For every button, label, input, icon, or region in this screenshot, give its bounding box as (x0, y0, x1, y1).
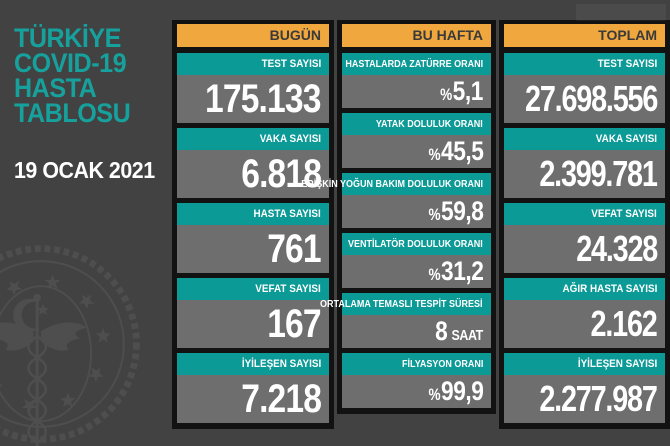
sidebar: TÜRKİYE COVID-19 HASTA TABLOSU 19 OCAK 2… (0, 0, 172, 446)
stat-label: VENTİLATÖR DOLULUK ORANI (342, 233, 491, 255)
stat-value: % 59,8 (342, 195, 491, 228)
stat-row: İYİLEŞEN SAYISI 7.218 (177, 353, 329, 423)
value-number: 5,1 (452, 76, 484, 106)
page-title: TÜRKİYE COVID-19 HASTA TABLOSU (14, 23, 131, 128)
value-number: 2.399.781 (539, 153, 659, 194)
stat-label: VAKA SAYISI (504, 128, 665, 150)
stat-value: 2.277.987 (504, 375, 665, 423)
column-rows: TEST SAYISI 175.133 VAKA SAYISI 6.818 HA… (177, 53, 329, 423)
column-header: TOPLAM (504, 24, 665, 47)
stat-value: 2.399.781 (504, 150, 665, 198)
stat-label: HASTA SAYISI (177, 203, 329, 225)
column-rows: TEST SAYISI 27.698.556 VAKA SAYISI 2.399… (504, 53, 665, 423)
stat-value: 8 SAAT (342, 315, 491, 348)
value-number: 8 (435, 316, 448, 346)
stat-label: HASTALARDA ZATÜRRE ORANI (342, 53, 491, 75)
stat-row: VEFAT SAYISI 24.328 (504, 203, 665, 273)
stat-value: 175.133 (177, 75, 329, 123)
stat-value: 7.218 (177, 375, 329, 423)
stat-value: 24.328 (504, 225, 665, 273)
watermark (576, 4, 666, 21)
stat-value: % 45,5 (342, 135, 491, 168)
value-prefix: % (428, 146, 440, 164)
value-number: 99,9 (440, 376, 484, 406)
stat-value: 2.162 (504, 300, 665, 348)
value-number: 6.818 (241, 151, 322, 196)
ministry-of-health-emblem-icon (0, 245, 140, 446)
stat-row: VENTİLATÖR DOLULUK ORANI % 31,2 (342, 233, 491, 288)
stat-label: ORTALAMA TEMASLI TESPİT SÜRESİ (320, 293, 491, 315)
stat-label: FİLYASYON ORANI (342, 353, 491, 375)
stat-label: VAKA SAYISI (177, 128, 329, 150)
value-number: 27.698.556 (524, 78, 658, 119)
stats-column: BUGÜN TEST SAYISI 175.133 VAKA SAYISI 6.… (172, 20, 334, 429)
stat-row: ERİŞKİN YOĞUN BAKIM DOLULUK ORANI % 59,8 (301, 173, 491, 228)
value-number: 24.328 (576, 228, 658, 269)
stat-value: % 5,1 (342, 75, 491, 108)
stat-label: TEST SAYISI (177, 53, 329, 75)
stat-value: % 99,9 (342, 375, 491, 408)
value-number: 2.162 (590, 303, 658, 344)
stat-label: İYİLEŞEN SAYISI (177, 353, 329, 375)
stat-label: VEFAT SAYISI (177, 278, 329, 300)
column-rows: HASTALARDA ZATÜRRE ORANI % 5,1 YATAK DOL… (301, 53, 491, 408)
value-prefix: % (440, 86, 452, 104)
stat-row: HASTALARDA ZATÜRRE ORANI % 5,1 (342, 53, 491, 108)
stat-row: HASTA SAYISI 761 (177, 203, 329, 273)
value-number: 167 (267, 301, 321, 346)
stat-label: İYİLEŞEN SAYISI (504, 353, 665, 375)
stat-row: ORTALAMA TEMASLI TESPİT SÜRESİ 8 SAAT (320, 293, 491, 348)
stats-column: BU HAFTA HASTALARDA ZATÜRRE ORANI % 5,1 … (301, 20, 496, 414)
value-suffix: SAAT (451, 328, 484, 344)
stat-row: VAKA SAYISI 6.818 (177, 128, 329, 198)
stat-row: FİLYASYON ORANI % 99,9 (342, 353, 491, 408)
column-header: BU HAFTA (342, 24, 491, 47)
stat-value: 761 (177, 225, 329, 273)
stat-row: VAKA SAYISI 2.399.781 (504, 128, 665, 198)
stat-row: AĞIR HASTA SAYISI 2.162 (504, 278, 665, 348)
stats-column: TOPLAM TEST SAYISI 27.698.556 VAKA SAYIS… (499, 20, 670, 429)
value-number: 31,2 (440, 256, 484, 286)
value-number: 2.277.987 (539, 378, 659, 419)
column-header: BUGÜN (177, 24, 329, 47)
stat-row: TEST SAYISI 27.698.556 (504, 53, 665, 123)
value-prefix: % (428, 206, 440, 224)
stat-label: AĞIR HASTA SAYISI (504, 278, 665, 300)
stat-row: İYİLEŞEN SAYISI 2.277.987 (504, 353, 665, 423)
value-prefix: % (428, 266, 440, 284)
stat-value: % 31,2 (342, 255, 491, 288)
stat-label: ERİŞKİN YOĞUN BAKIM DOLULUK ORANI (301, 173, 491, 195)
value-number: 175.133 (205, 76, 321, 121)
stat-value: 6.818 (177, 150, 329, 198)
value-number: 59,8 (440, 196, 484, 226)
stat-label: YATAK DOLULUK ORANI (342, 113, 491, 135)
stats-columns: BUGÜN TEST SAYISI 175.133 VAKA SAYISI 6.… (172, 20, 670, 429)
stat-value: 27.698.556 (504, 75, 665, 123)
stat-row: TEST SAYISI 175.133 (177, 53, 329, 123)
report-date: 19 OCAK 2021 (14, 157, 155, 183)
stat-row: VEFAT SAYISI 167 (177, 278, 329, 348)
value-prefix: % (428, 386, 440, 404)
value-number: 45,5 (440, 136, 484, 166)
stat-row: YATAK DOLULUK ORANI % 45,5 (342, 113, 491, 168)
stat-value: 167 (177, 300, 329, 348)
value-number: 761 (267, 226, 321, 271)
stat-label: VEFAT SAYISI (504, 203, 665, 225)
value-number: 7.218 (241, 376, 322, 421)
stat-label: TEST SAYISI (504, 53, 665, 75)
